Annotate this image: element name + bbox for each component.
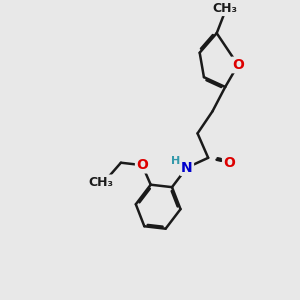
Text: CH₃: CH₃ xyxy=(213,2,238,15)
Text: N: N xyxy=(181,160,193,175)
Text: O: O xyxy=(136,158,148,172)
Text: O: O xyxy=(232,58,244,72)
Text: CH₃: CH₃ xyxy=(88,176,113,189)
Text: H: H xyxy=(172,156,181,167)
Text: O: O xyxy=(224,156,236,170)
